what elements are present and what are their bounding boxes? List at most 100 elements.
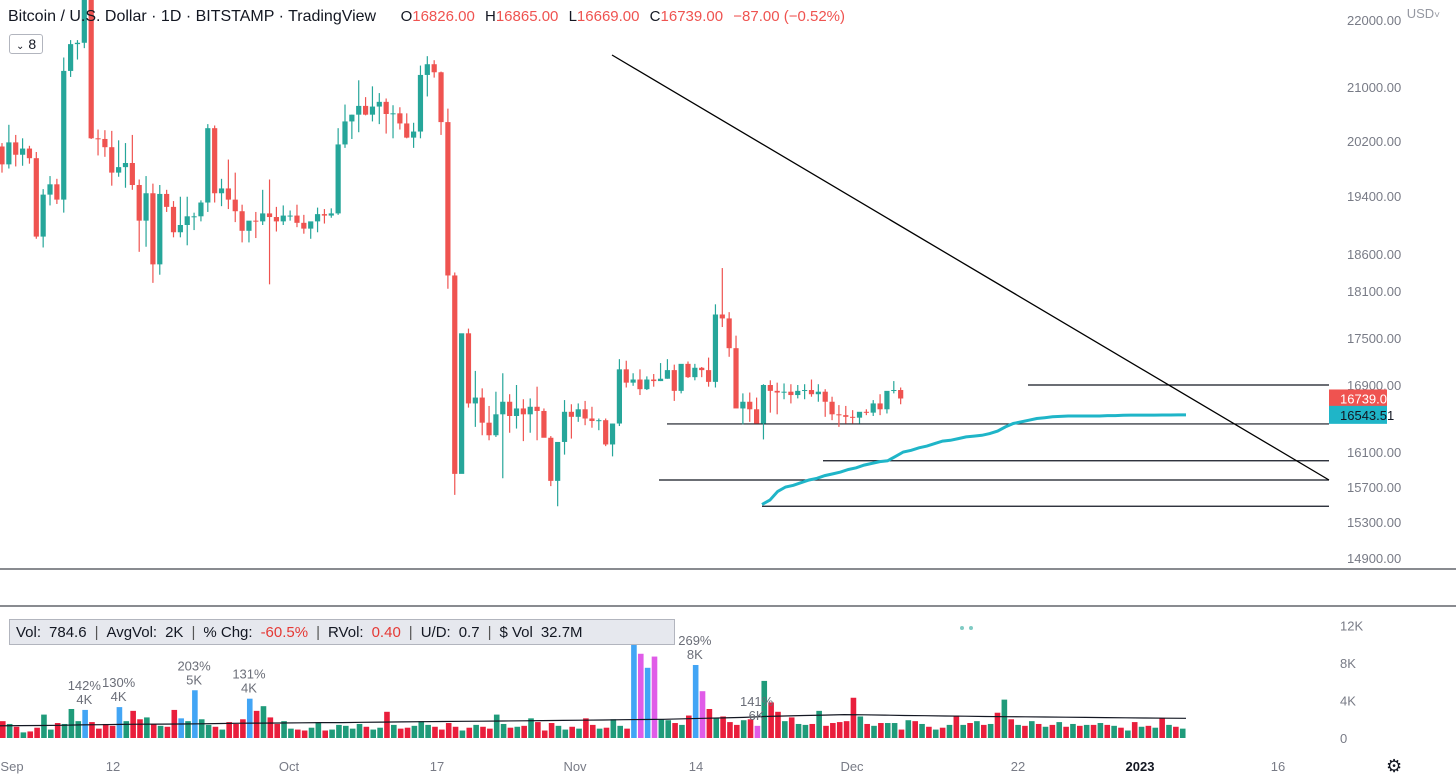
volume-bar: [137, 719, 143, 738]
candle-body: [664, 370, 671, 379]
volume-bar: [473, 724, 479, 738]
candle-body: [239, 211, 245, 231]
volume-bar: [432, 726, 438, 738]
volume-bar: [452, 726, 459, 738]
volume-bar: [253, 710, 260, 738]
time-axis-label: Sep: [0, 759, 23, 774]
candle-body: [438, 72, 444, 123]
candle-body: [788, 391, 794, 396]
volume-bar: [1042, 726, 1049, 738]
volume-bar: [836, 722, 843, 738]
volume-annotation-pct: 203%: [177, 658, 211, 673]
volume-bar: [41, 714, 47, 738]
volume-bar: [699, 691, 706, 738]
volume-bar: [1152, 727, 1159, 738]
candle-body: [555, 441, 561, 481]
volume-annotation-pct: 269%: [678, 633, 712, 648]
candle-body: [253, 220, 259, 222]
volume-annotation-pct: 131%: [232, 667, 266, 682]
price-axis-label: 20200.00: [1347, 134, 1401, 149]
candle-body: [740, 401, 746, 409]
time-axis-label: Oct: [279, 759, 300, 774]
candle-body: [898, 390, 904, 399]
volume-bar: [1131, 722, 1138, 738]
candle-body: [836, 414, 842, 416]
candle-body: [376, 101, 382, 107]
volume-annotation-value: 4K: [111, 689, 127, 704]
volume-bar: [123, 721, 130, 738]
separator: |: [191, 623, 196, 641]
vol-value: 784.6: [49, 623, 87, 641]
volume-bar: [768, 702, 774, 738]
chg-label: % Chg:: [203, 623, 253, 641]
candle-body: [198, 202, 204, 217]
candle-body: [513, 408, 520, 416]
candle-body: [397, 113, 403, 124]
volume-bar: [1008, 719, 1015, 738]
volume-bar: [356, 723, 363, 738]
volume-bar: [61, 723, 68, 738]
candle-body: [225, 188, 231, 200]
symbol-title[interactable]: Bitcoin / U.S. Dollar · 1D · BITSTAMP · …: [8, 8, 377, 25]
volume-bar: [1145, 725, 1152, 738]
volume-bar: [706, 708, 713, 738]
candle-body: [74, 42, 81, 45]
separator: |: [487, 623, 492, 641]
volume-bar: [672, 723, 678, 738]
volume-bar: [377, 727, 383, 738]
volume-bar: [109, 725, 116, 738]
chevron-down-icon: ˅: [1434, 10, 1440, 21]
volume-bar: [740, 720, 747, 738]
volume-bar: [679, 724, 685, 738]
volume-bar: [233, 723, 239, 738]
candle-body: [726, 318, 732, 349]
high-label: H: [484, 8, 496, 25]
volume-bar: [240, 719, 246, 738]
volume-bar: [569, 726, 575, 738]
volume-bar: [823, 725, 829, 738]
candle-body: [314, 214, 321, 222]
volume-bar: [82, 709, 88, 738]
volume-bar: [651, 656, 658, 738]
candle-body: [733, 348, 739, 409]
volume-bar: [939, 727, 946, 738]
settings-gear-icon[interactable]: ⚙: [1386, 756, 1403, 776]
price-axis-label: 18600.00: [1347, 247, 1401, 262]
volume-bar: [610, 719, 617, 738]
volume-annotation-pct: 141%: [740, 694, 774, 709]
volume-bar: [555, 725, 562, 738]
indicator-badge[interactable]: ⌄ 8: [9, 34, 44, 54]
volume-bar: [713, 718, 720, 738]
vwap-price-tag: [1329, 405, 1387, 424]
candle-body: [157, 193, 163, 265]
last-price-tag: [1329, 389, 1387, 408]
volume-annotation-value: 4K: [76, 692, 92, 707]
candle-body: [870, 403, 876, 413]
volume-bar: [727, 722, 733, 738]
currency-selector[interactable]: USD˅: [1407, 6, 1440, 21]
volume-bar: [541, 730, 548, 738]
volume-bar: [1104, 724, 1111, 738]
volume-bar: [864, 723, 870, 738]
candle-body: [692, 367, 698, 378]
volume-bar: [637, 653, 644, 738]
volume-bar: [1118, 727, 1124, 738]
volume-bar: [782, 721, 788, 738]
candle-body: [527, 406, 533, 415]
candle-body: [678, 363, 684, 391]
price-axis-label: 15300.00: [1347, 515, 1401, 530]
candle-body: [589, 418, 595, 422]
volume-bar: [795, 723, 802, 738]
candle-body: [781, 391, 787, 393]
volume-bar: [507, 727, 514, 738]
price-axis-label: 14900.00: [1347, 551, 1401, 566]
volume-bar: [219, 729, 226, 738]
volume-bar: [603, 727, 610, 738]
volume-bar: [329, 729, 335, 738]
volume-bar: [288, 728, 294, 738]
volume-annotation-pct: 142%: [68, 678, 102, 693]
volume-bar: [624, 728, 630, 738]
candle-body: [88, 0, 94, 139]
volume-bar: [322, 730, 329, 738]
